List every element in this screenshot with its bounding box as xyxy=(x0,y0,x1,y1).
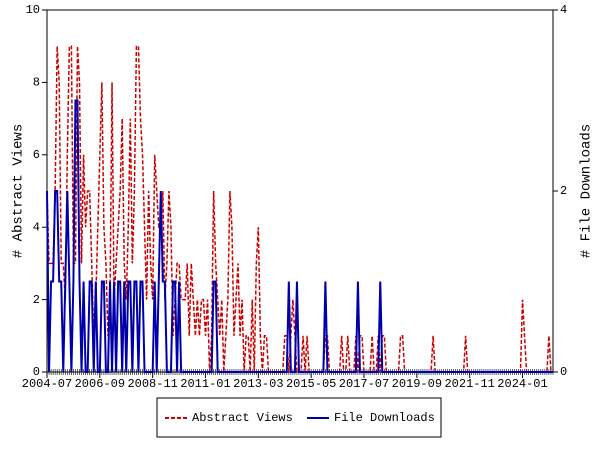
x-tick-label: 2008-11 xyxy=(127,377,177,391)
x-tick-label: 2004-07 xyxy=(22,377,72,391)
legend-label: File Downloads xyxy=(334,411,435,425)
y-tick-label: 2 xyxy=(33,293,40,307)
x-tick-label: 2013-03 xyxy=(233,377,283,391)
y-tick-label: 4 xyxy=(33,220,40,234)
legend-label: Abstract Views xyxy=(192,411,293,425)
y-tick-label: 8 xyxy=(33,76,40,90)
x-tick-label: 2024-01 xyxy=(497,377,547,391)
y2-tick-label: 2 xyxy=(560,184,567,198)
x-tick-label: 2006-09 xyxy=(75,377,125,391)
y-tick-label: 0 xyxy=(33,365,40,379)
y2-axis-title: # File Downloads xyxy=(579,124,595,258)
x-tick-label: 2015-05 xyxy=(286,377,336,391)
series-line xyxy=(46,99,553,373)
y-axis-title: # Abstract Views xyxy=(11,124,27,258)
y-tick-label: 6 xyxy=(33,148,40,162)
x-tick-label: 2011-01 xyxy=(180,377,230,391)
x-tick-label: 2019-09 xyxy=(392,377,442,391)
y-tick-label: 10 xyxy=(26,3,40,17)
x-tick-label: 2017-07 xyxy=(339,377,389,391)
y2-tick-label: 4 xyxy=(560,3,567,17)
x-tick-label: 2021-11 xyxy=(444,377,494,391)
legend-box xyxy=(156,397,442,438)
y2-tick-label: 0 xyxy=(560,365,567,379)
